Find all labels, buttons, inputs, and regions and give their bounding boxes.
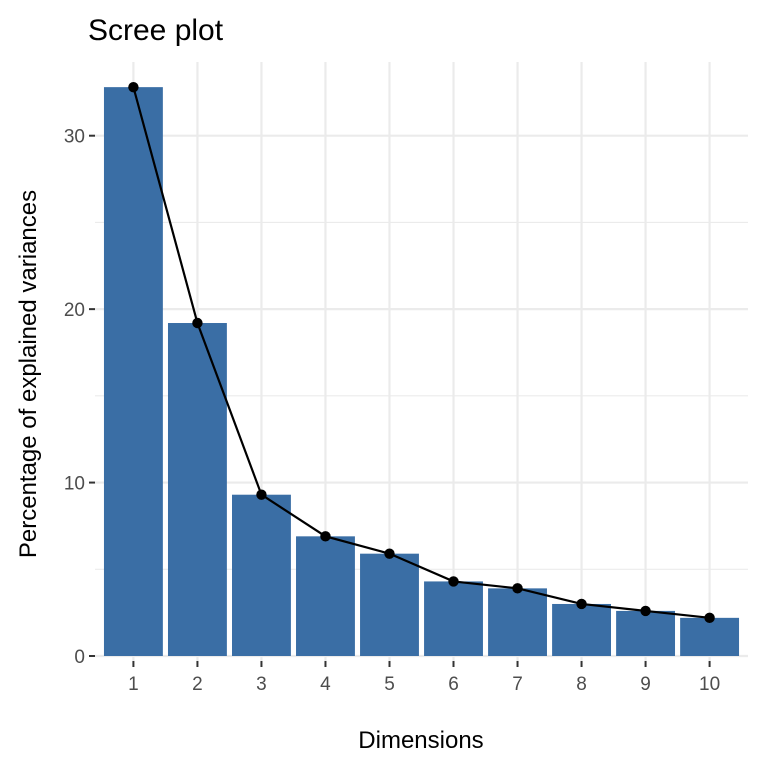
points: [128, 81, 715, 624]
point-dim-10: [704, 612, 715, 624]
bar-dim-10: [680, 617, 740, 656]
bars: [103, 87, 740, 656]
point-dim-5: [384, 548, 395, 559]
point-dim-8: [576, 598, 587, 610]
x-tick-label: 3: [256, 674, 267, 695]
x-tick-label: 10: [699, 674, 720, 695]
bar-dim-5: [360, 553, 419, 656]
point-dim-4: [320, 531, 331, 542]
bar-dim-6: [424, 581, 483, 656]
bar-dim-2: [167, 323, 227, 656]
chart-title: Scree plot: [88, 14, 224, 47]
bar-dim-7: [488, 588, 547, 656]
x-tick-label: 9: [640, 674, 651, 695]
x-axis-title: Dimensions: [358, 727, 483, 754]
x-tick-label: 2: [192, 674, 203, 695]
bar-dim-1: [103, 87, 163, 656]
point-dim-7: [512, 583, 523, 594]
point-dim-1: [128, 81, 139, 93]
x-tick-label: 6: [448, 674, 459, 695]
x-tick-label: 8: [576, 674, 587, 695]
x-tick-label: 1: [128, 674, 139, 695]
x-tick-label: 7: [512, 674, 523, 695]
bar-dim-3: [232, 494, 291, 656]
point-dim-3: [256, 489, 267, 500]
trend-line: [132, 86, 710, 619]
bar-dim-8: [552, 603, 611, 656]
axes: 0 10 20 30 1 2 3 4 5 6 7 8 9 10: [64, 127, 720, 695]
y-tick-label: 20: [64, 300, 85, 321]
y-tick-label: 10: [64, 474, 85, 495]
point-dim-2: [192, 317, 203, 329]
y-tick-label: 0: [74, 647, 85, 668]
bar-dim-9: [616, 610, 676, 656]
bar-dim-4: [296, 536, 355, 656]
trend-line-layer: [132, 86, 710, 619]
y-tick-label: 30: [64, 127, 85, 148]
x-tick-label: 5: [384, 674, 395, 695]
y-axis-title: Percentage of explained variances: [15, 190, 42, 558]
point-dim-6: [448, 576, 459, 587]
point-dim-9: [640, 605, 651, 617]
x-tick-label: 4: [320, 674, 331, 695]
